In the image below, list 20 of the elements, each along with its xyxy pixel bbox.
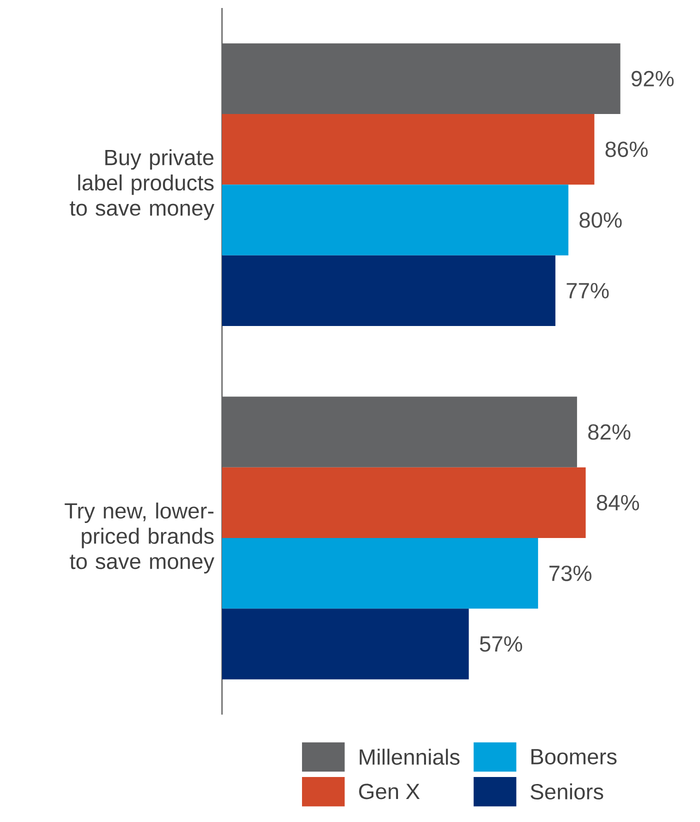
data-label: 57% [480, 636, 522, 652]
legend-label: Millennials [360, 748, 460, 765]
data-label: 92% [632, 70, 674, 86]
data-label: 86% [606, 142, 648, 158]
bar [222, 538, 538, 609]
y-tick-label: Buy private label products to save money [70, 149, 214, 220]
bar [222, 184, 568, 256]
data-label: 77% [566, 283, 609, 298]
bar [222, 114, 594, 185]
bar [222, 608, 469, 680]
data-label: 84% [596, 494, 640, 510]
data-label: 73% [549, 566, 592, 582]
data-label: 82% [588, 424, 630, 440]
legend-label: Gen X [359, 784, 420, 800]
legend-label: Seniors [530, 783, 604, 800]
y-tick-label: Try new, lower-priced brands to save money [64, 502, 214, 574]
legend-label: Boomers [531, 749, 617, 764]
bar [222, 255, 556, 326]
bar [222, 467, 586, 538]
data-label: 80% [580, 212, 622, 228]
